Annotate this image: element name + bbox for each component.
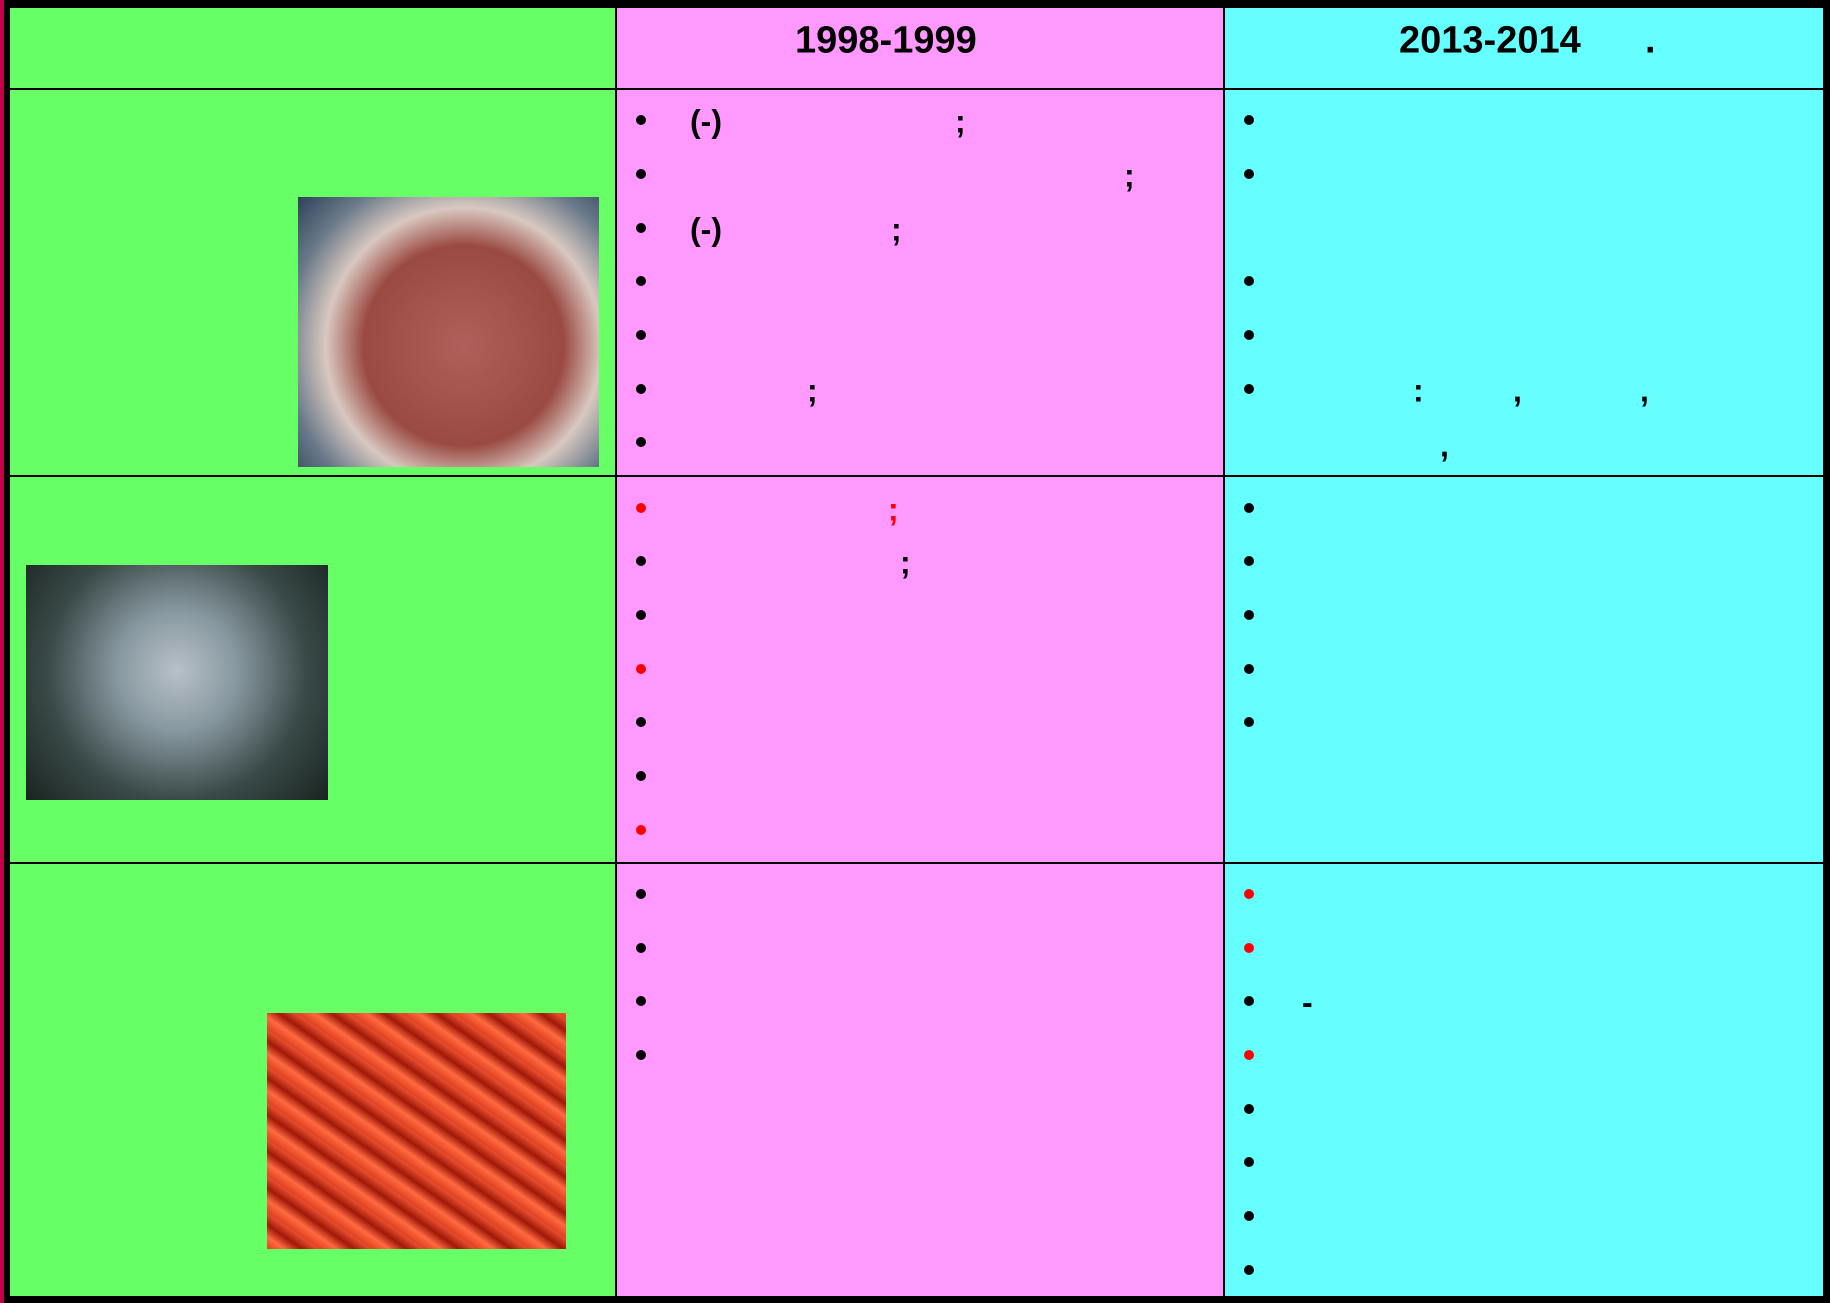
text-fragment: (-): [690, 103, 722, 140]
bullet: [1244, 943, 1254, 953]
bullet: [1244, 1104, 1254, 1114]
bullet: [1244, 1050, 1254, 1060]
text-fragment: (-): [690, 211, 722, 248]
bullet: [636, 503, 646, 513]
cell: [1223, 475, 1825, 864]
text-fragment: ,: [1640, 372, 1649, 409]
bullet: [1244, 330, 1254, 340]
bullet: [636, 169, 646, 179]
header-cell: [1223, 6, 1825, 90]
bullet: [636, 996, 646, 1006]
bullet: [1244, 889, 1254, 899]
bullet: [1244, 503, 1254, 513]
text-fragment: ;: [955, 103, 966, 140]
bullet: [1244, 115, 1254, 125]
cell: [615, 475, 1225, 864]
header-text: 2013-2014: [1399, 19, 1581, 62]
cell: [615, 88, 1225, 477]
bullet: [1244, 1157, 1254, 1167]
text-fragment: ,: [1440, 427, 1449, 464]
text-fragment: :: [1413, 372, 1424, 409]
text-fragment: ;: [1124, 157, 1135, 194]
petri-dish-photo: [298, 197, 599, 467]
bullet: [1244, 610, 1254, 620]
bullet: [1244, 717, 1254, 727]
bullet: [636, 330, 646, 340]
bullet: [636, 825, 646, 835]
bullet: [636, 889, 646, 899]
bullet: [1244, 384, 1254, 394]
text-fragment: ;: [891, 211, 902, 248]
bullet: [636, 717, 646, 727]
bullet: [1244, 1211, 1254, 1221]
bullet: [636, 556, 646, 566]
bullet: [1244, 664, 1254, 674]
header-cell: [615, 6, 1225, 90]
bullet: [1244, 1265, 1254, 1275]
bullet: [636, 276, 646, 286]
text-fragment: ,: [1513, 372, 1522, 409]
bacteria-photo: [267, 1013, 566, 1249]
text-fragment: ;: [900, 544, 911, 581]
bullet: [1244, 556, 1254, 566]
bullet: [636, 384, 646, 394]
bullet: [1244, 169, 1254, 179]
bullet: [636, 610, 646, 620]
bullet: [636, 664, 646, 674]
bullet: [636, 771, 646, 781]
bullet: [1244, 996, 1254, 1006]
text-fragment: ;: [888, 491, 899, 528]
text-fragment: ;: [807, 372, 818, 409]
bullet: [636, 115, 646, 125]
cell: [615, 862, 1225, 1298]
header-cell: [8, 6, 617, 90]
cell: [1223, 862, 1825, 1298]
text-fragment: -: [1302, 984, 1313, 1021]
left-edge: [0, 0, 4, 1303]
header-text: 1998-1999: [795, 19, 977, 62]
header-text: .: [1645, 19, 1656, 62]
bullet: [1244, 276, 1254, 286]
cell: [1223, 88, 1825, 477]
bacteria-photo: [26, 565, 328, 800]
bullet: [636, 223, 646, 233]
bullet: [636, 1050, 646, 1060]
bullet: [636, 943, 646, 953]
bullet: [636, 437, 646, 447]
